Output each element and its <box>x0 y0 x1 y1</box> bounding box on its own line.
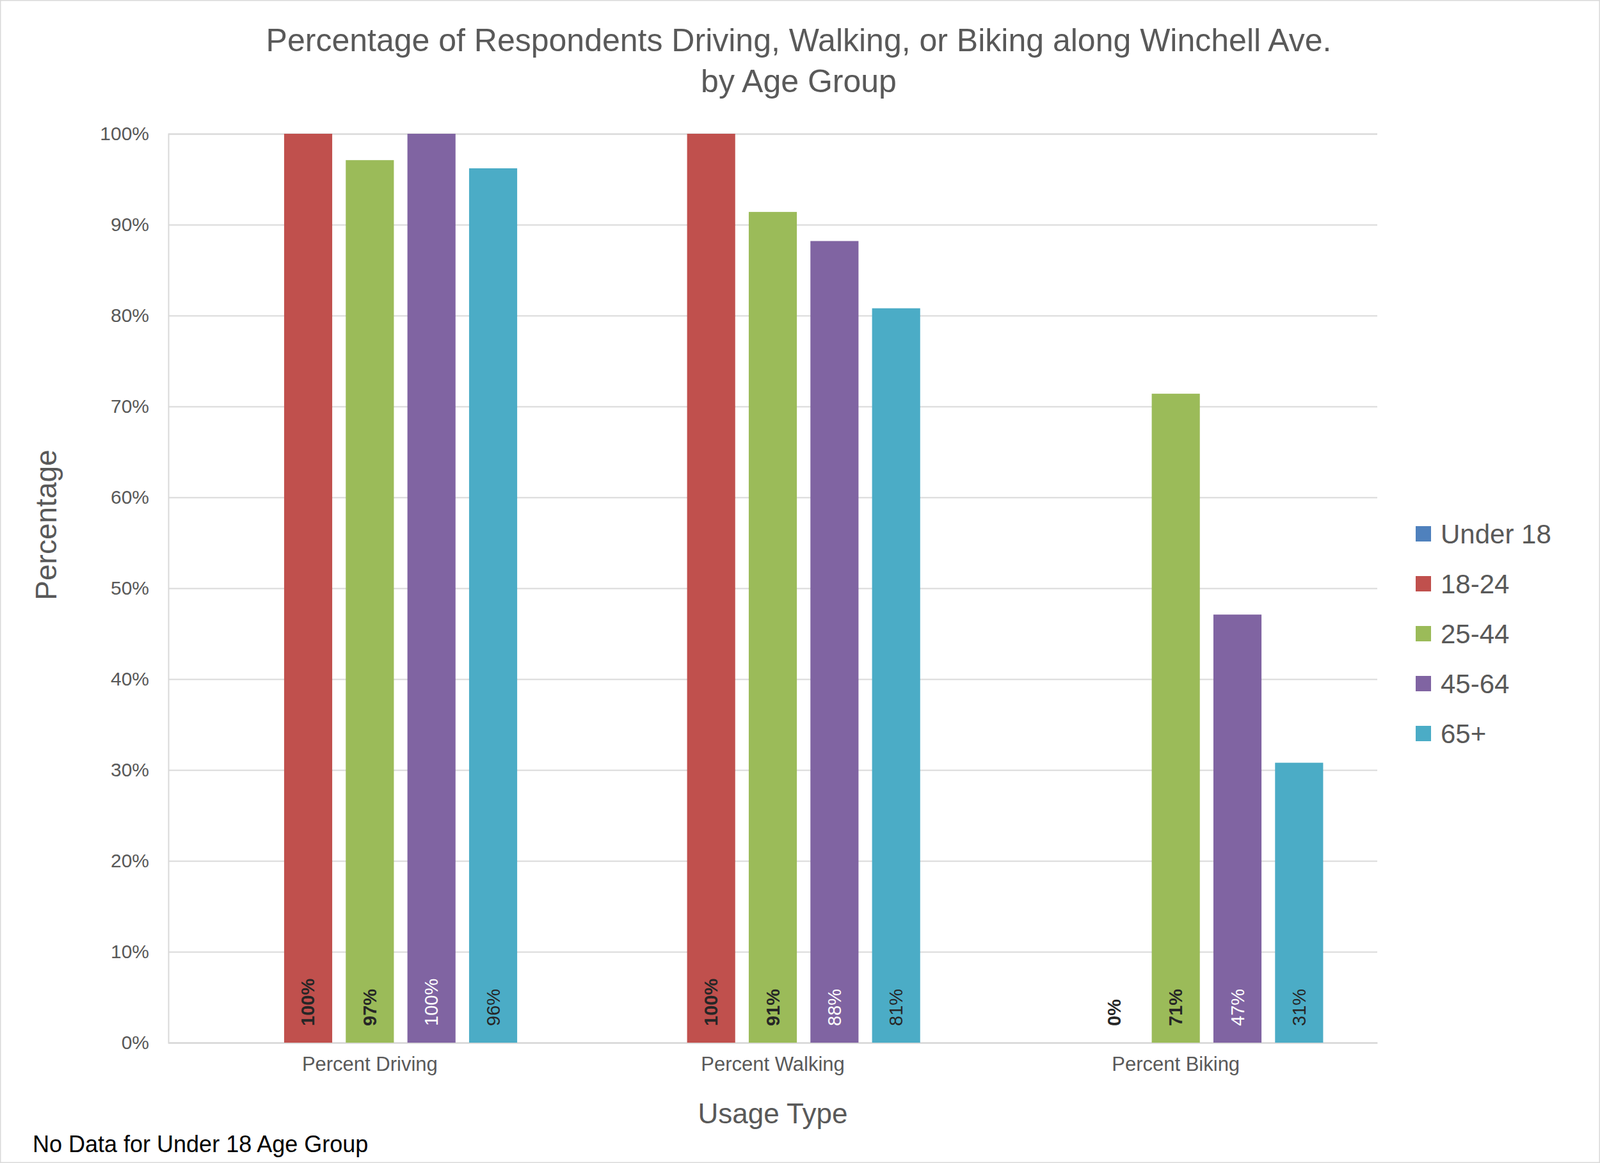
data-label: 47% <box>1227 988 1248 1026</box>
bar <box>1274 762 1323 1043</box>
annotation: No Data for Under 18 Age Group <box>32 1130 368 1158</box>
y-tick-label: 20% <box>110 849 150 872</box>
x-tick: Percent Biking <box>1111 1042 1240 1076</box>
y-tick-label: 60% <box>110 486 150 508</box>
bar <box>1089 1042 1138 1044</box>
chart-frame <box>0 0 1600 1163</box>
legend-label: 65+ <box>1440 718 1487 749</box>
data-label: 97% <box>359 988 381 1026</box>
y-tick-label: 50% <box>110 577 150 599</box>
y-axis-title: Percentage <box>29 449 63 600</box>
data-label: 100% <box>297 978 319 1026</box>
bar <box>345 160 394 1043</box>
legend-swatch <box>1415 576 1432 592</box>
y-tick-label: 0% <box>121 1031 150 1053</box>
data-label: 91% <box>762 988 784 1026</box>
y-tick-label: 40% <box>110 668 150 690</box>
x-tick-label: Percent Driving <box>302 1052 438 1076</box>
bar <box>284 133 333 1043</box>
data-label: 100% <box>421 978 442 1026</box>
x-tick-label: Percent Biking <box>1111 1052 1240 1076</box>
y-tick-label: 90% <box>110 213 150 235</box>
y-tick-label: 70% <box>110 395 150 417</box>
data-label: 88% <box>824 988 845 1026</box>
legend-swatch <box>1415 725 1432 742</box>
y-axis-line <box>168 134 1378 1044</box>
data-label: 71% <box>1165 988 1186 1026</box>
data-label: 31% <box>1288 988 1310 1026</box>
y-tick-label: 10% <box>110 940 150 962</box>
grid-line <box>168 133 1378 136</box>
data-labels: 100% 100% 0% 97% 91% 71% 100% 88% 47% 96% 81% 31% <box>297 978 1309 1026</box>
x-tick: Percent Walking <box>700 1042 845 1076</box>
y-tick-label: 100% <box>99 122 150 144</box>
bar <box>407 133 456 1043</box>
bar <box>748 211 797 1043</box>
data-label: 81% <box>885 988 907 1026</box>
legend-label: 25-44 <box>1440 618 1510 649</box>
legend-swatch <box>1415 526 1432 542</box>
bar <box>1213 614 1262 1043</box>
bar <box>687 133 736 1043</box>
legend-swatch <box>1415 675 1432 692</box>
data-label: 96% <box>483 988 504 1026</box>
legend-label: 18-24 <box>1440 568 1510 600</box>
x-tick: Percent Driving <box>302 1042 438 1076</box>
y-tick-label: 30% <box>110 759 150 781</box>
y-axis: 0% 10% 20% 30% 40% 50% 60% 70% 80% 90% 100% <box>99 122 1378 1053</box>
title: Percentage of Respondents Driving, Walki… <box>266 22 1332 100</box>
chart: 0% 10% 20% 30% 40% 50% 60% 70% 80% 90% 100% Percent… <box>0 0 1600 1163</box>
legend-label: Under 18 <box>1440 519 1552 550</box>
y-tick-label: 80% <box>110 304 150 326</box>
data-label: 100% <box>700 978 722 1026</box>
x-axis: Percent Driving Percent Walking Percent Bi… <box>168 1042 1378 1076</box>
legend-swatch <box>1415 625 1432 642</box>
plot-area: 0% 10% 20% 30% 40% 50% 60% 70% 80% 90% 100% Percent… <box>99 122 1378 1076</box>
bar <box>872 308 921 1043</box>
legend-label: 45-64 <box>1440 668 1510 699</box>
x-tick-label: Percent Walking <box>700 1052 845 1076</box>
bar <box>469 168 518 1043</box>
bar <box>1152 393 1200 1043</box>
bar <box>810 241 859 1043</box>
x-axis-title: Usage Type <box>697 1097 848 1129</box>
legend: Under 18 18-24 25-44 45-64 65+ <box>1415 519 1552 749</box>
bars <box>284 133 1323 1043</box>
data-label: 0% <box>1104 999 1125 1026</box>
